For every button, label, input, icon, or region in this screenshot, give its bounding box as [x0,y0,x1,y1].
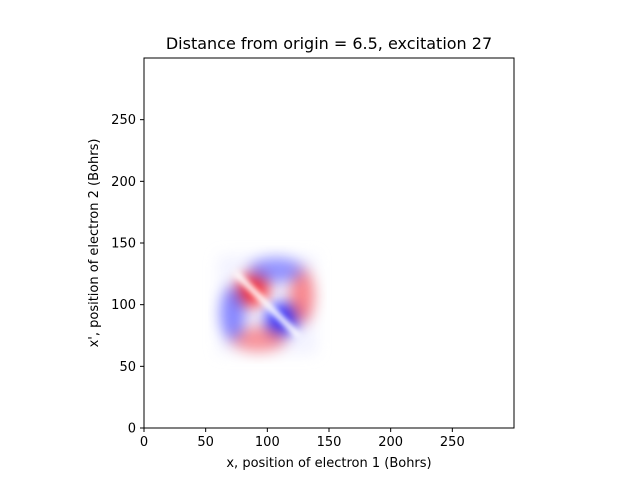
positive-lobe [231,326,286,352]
y-axis-ticks: 0 50 100 150 200 250 [111,113,144,437]
y-tick-label: 50 [119,360,136,375]
negative-lobe [248,257,304,283]
y-tick-label: 0 [128,422,136,437]
positive-lobe [289,268,315,324]
x-axis-label: x, position of electron 1 (Bohrs) [226,456,431,471]
heatmap-layer [218,255,317,354]
chart-title: Distance from origin = 6.5, excitation 2… [166,34,492,53]
negative-lobe [220,286,246,341]
x-tick-label: 150 [317,435,342,450]
x-tick-label: 0 [140,435,148,450]
plot-area [144,58,514,428]
y-tick-label: 100 [111,298,136,313]
y-tick-label: 150 [111,237,136,252]
x-tick-label: 100 [255,435,280,450]
x-axis-ticks: 0 50 100 150 200 250 [140,428,465,450]
x-tick-label: 50 [197,435,214,450]
nodal-line [233,270,302,339]
y-tick-label: 200 [111,175,136,190]
x-tick-label: 250 [440,435,465,450]
y-tick-label: 250 [111,113,136,128]
x-tick-label: 200 [378,435,403,450]
y-axis-label: x', position of electron 2 (Bohrs) [87,139,102,348]
